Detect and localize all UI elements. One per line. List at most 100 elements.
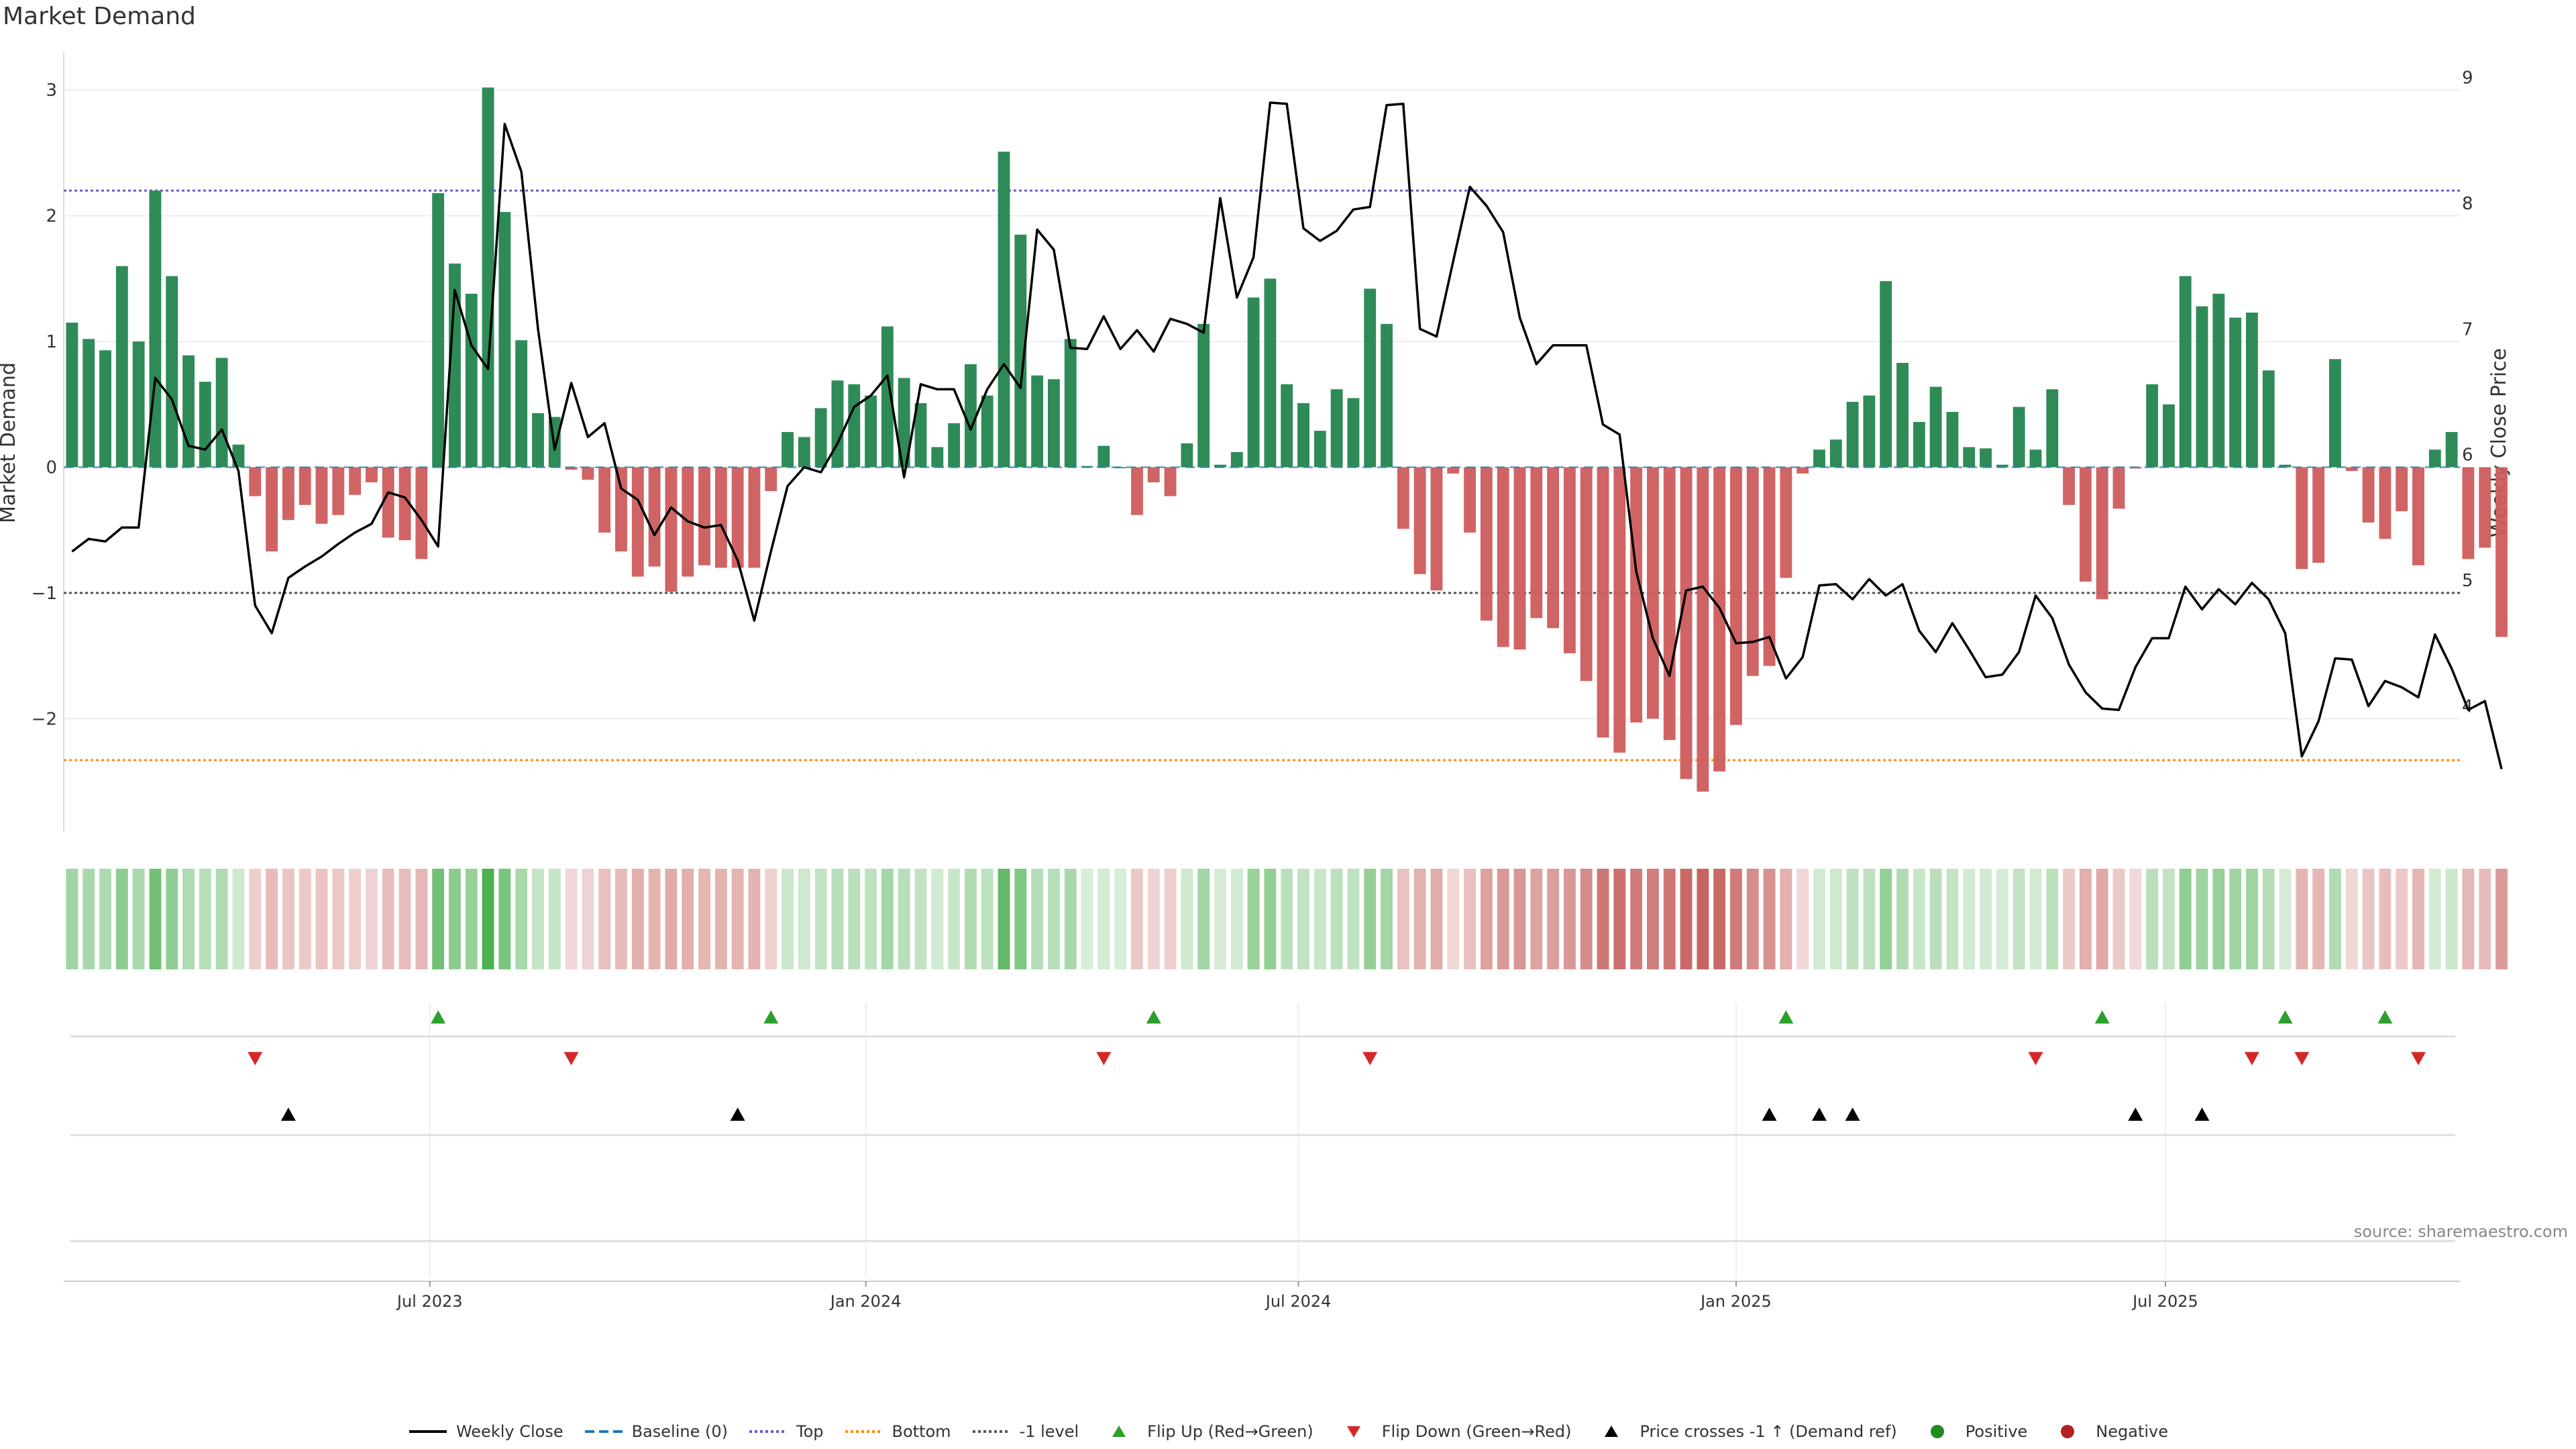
flip-down-marker xyxy=(2244,1052,2259,1065)
demand-bar xyxy=(382,467,394,538)
demand-bar xyxy=(964,364,977,468)
demand-bar xyxy=(2262,370,2275,468)
demand-bar xyxy=(748,467,761,568)
heat-strip-cell xyxy=(831,869,844,969)
demand-bar xyxy=(2462,467,2475,559)
demand-bar xyxy=(1064,339,1077,468)
demand-bar xyxy=(2329,359,2341,468)
demand-bar xyxy=(1813,449,1825,468)
x-tick-label: Jul 2024 xyxy=(1265,1292,1332,1311)
demand-bar xyxy=(765,467,777,492)
flip-up-marker xyxy=(763,1010,779,1024)
legend-item-top: Top xyxy=(748,1422,824,1441)
heat-strip-cell xyxy=(931,869,944,969)
heat-strip-cell xyxy=(1630,869,1643,969)
demand-bar xyxy=(1713,467,1726,772)
legend-label: Bottom xyxy=(892,1422,951,1441)
demand-bar xyxy=(1214,464,1226,468)
demand-bar xyxy=(1563,467,1576,653)
heat-strip-cell xyxy=(299,869,311,969)
heat-strip-cell xyxy=(1896,869,1909,969)
demand-bar xyxy=(931,447,944,468)
flip-down-marker xyxy=(2294,1052,2310,1065)
demand-bar xyxy=(2396,467,2408,512)
heat-strip-cell xyxy=(2412,869,2424,969)
heat-strip-cell xyxy=(2496,869,2508,969)
legend-label: -1 level xyxy=(1019,1422,1079,1441)
heat-strip-cell xyxy=(865,869,877,969)
demand-bar xyxy=(1230,451,1243,468)
heat-strip-cell xyxy=(948,869,961,969)
demand-bar xyxy=(2063,467,2075,505)
chart-title: Market Demand xyxy=(3,3,196,30)
heat-strip-cell xyxy=(2279,869,2292,969)
demand-bar xyxy=(1381,323,1393,468)
legend-swatch-baseline xyxy=(584,1430,623,1433)
demand-bar xyxy=(1281,384,1293,468)
demand-bar xyxy=(1929,386,1942,468)
legend-label: Baseline (0) xyxy=(631,1422,728,1441)
heat-strip-cell xyxy=(2329,869,2341,969)
heat-strip-cell xyxy=(1829,869,1842,969)
heat-strip-cell xyxy=(349,869,362,969)
y-tick-label: 0 xyxy=(46,458,57,478)
demand-bar xyxy=(1014,234,1027,468)
heat-strip-cell xyxy=(2246,869,2258,969)
flip-down-marker xyxy=(2410,1052,2426,1065)
demand-bar xyxy=(2046,389,2059,468)
demand-bar xyxy=(266,467,278,552)
heat-strip-cell xyxy=(615,869,627,969)
heat-strip-cell xyxy=(548,869,561,969)
price-cross-marker xyxy=(730,1108,745,1121)
heat-strip-cell xyxy=(498,869,511,969)
heat-strip-cell xyxy=(998,869,1010,969)
heat-strip-cell xyxy=(665,869,678,969)
heat-strip-cell xyxy=(199,869,211,969)
flip-up-marker xyxy=(2094,1010,2110,1024)
demand-bar xyxy=(782,432,794,468)
flip-up-marker xyxy=(2377,1010,2393,1024)
demand-bar xyxy=(1297,402,1309,468)
demand-bar xyxy=(2079,467,2092,582)
heat-strip-cell xyxy=(83,869,95,969)
heat-strip-cell xyxy=(1497,869,1509,969)
demand-bar xyxy=(315,467,328,524)
heat-strip-cell xyxy=(1697,869,1709,969)
y2-tick-label: 7 xyxy=(2462,319,2473,339)
demand-bar xyxy=(582,467,594,480)
heat-strip-cell xyxy=(2212,869,2225,969)
demand-bar xyxy=(498,212,511,468)
heat-strip-cell xyxy=(1014,869,1027,969)
demand-bar xyxy=(2428,449,2441,468)
demand-bar xyxy=(1896,362,1909,468)
demand-bar xyxy=(1031,375,1044,468)
legend-swatch-positive xyxy=(1930,1425,1944,1438)
heat-strip-cell xyxy=(1946,869,1959,969)
heat-strip-cell xyxy=(1064,869,1077,969)
heat-strip-cell xyxy=(631,869,644,969)
flip-down-marker xyxy=(564,1052,579,1065)
demand-bar xyxy=(332,467,345,515)
legend-item-baseline: Baseline (0) xyxy=(584,1422,728,1441)
y2-tick-label: 6 xyxy=(2462,445,2473,466)
legend-label: Positive xyxy=(1965,1422,2028,1441)
demand-bar xyxy=(349,467,362,495)
flip-up-marker xyxy=(431,1010,446,1024)
heat-strip-cell xyxy=(2029,869,2042,969)
demand-bar xyxy=(1863,395,1876,468)
demand-bar xyxy=(2112,467,2125,509)
demand-bar xyxy=(1330,389,1343,468)
heat-strip-cell xyxy=(814,869,827,969)
heat-strip-cell xyxy=(2096,869,2108,969)
demand-bar xyxy=(398,467,411,541)
heat-strip-cell xyxy=(232,869,245,969)
demand-bar xyxy=(1480,467,1493,621)
heat-strip-cell xyxy=(1846,869,1859,969)
heat-strip-cell xyxy=(1330,869,1343,969)
heat-strip-cell xyxy=(1480,869,1493,969)
heat-strip-cell xyxy=(1796,869,1809,969)
heat-strip-cell xyxy=(914,869,927,969)
flip-up-marker xyxy=(2277,1010,2293,1024)
x-tick-label: Jan 2024 xyxy=(829,1292,902,1311)
heat-strip-cell xyxy=(2379,869,2392,969)
